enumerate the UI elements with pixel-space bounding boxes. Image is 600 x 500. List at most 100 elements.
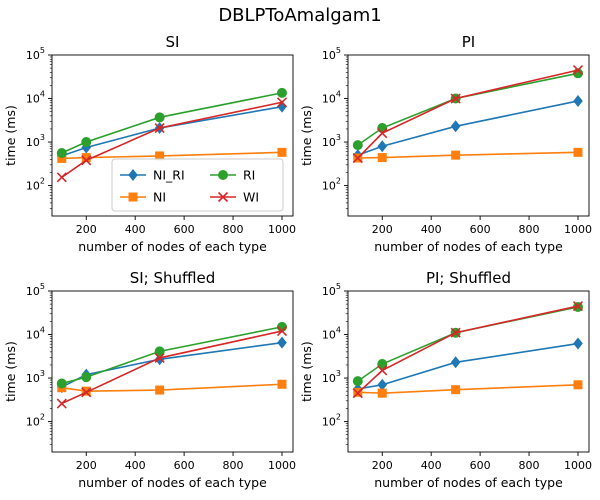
x-tick-label: 400	[421, 223, 442, 236]
data-point	[352, 376, 363, 387]
data-point	[56, 398, 67, 409]
y-axis-label: time (ms)	[3, 341, 18, 402]
series-line	[61, 330, 283, 405]
series-wi	[56, 97, 288, 183]
legend-marker	[217, 191, 229, 203]
legend-frame	[111, 158, 284, 212]
x-tick-label: 1000	[268, 223, 296, 236]
x-tick-label: 400	[421, 459, 442, 472]
data-point	[451, 385, 461, 395]
data-point	[81, 372, 92, 383]
legend-entry-ni: NI	[120, 190, 166, 205]
data-point	[573, 94, 583, 107]
series-line	[61, 92, 283, 154]
legend-marker	[128, 192, 138, 202]
legend-label: NI	[153, 190, 166, 205]
data-point	[377, 378, 388, 391]
series-ni	[353, 147, 583, 163]
data-point	[352, 140, 363, 151]
legend-entry-ni-ri: NI_RI	[120, 168, 185, 183]
subplot-title: PI; Shuffled	[426, 269, 511, 287]
data-point	[352, 152, 363, 164]
x-tick-label: 600	[470, 223, 491, 236]
x-tick-label: 800	[519, 223, 540, 236]
y-axis-label: time (ms)	[299, 105, 314, 166]
x-tick-label: 800	[223, 459, 244, 472]
y-tick-label: 105	[322, 46, 341, 62]
x-tick-label: 800	[519, 459, 540, 472]
data-point	[276, 326, 288, 337]
data-point	[56, 148, 67, 159]
x-tick-label: 800	[223, 223, 244, 236]
data-point	[450, 120, 461, 133]
series-line	[61, 105, 283, 157]
data-point	[450, 327, 461, 338]
data-point	[573, 380, 583, 390]
data-point	[154, 122, 165, 134]
data-point	[56, 378, 67, 389]
series-line	[357, 151, 579, 159]
data-point	[81, 153, 91, 163]
data-point	[57, 153, 67, 163]
subplot-1: SI 200 400 600 800 1000 102 103 104 105 number of …	[3, 33, 296, 254]
data-point	[377, 140, 388, 153]
y-tick-label: 104	[26, 90, 45, 106]
data-point	[573, 337, 583, 350]
y-tick-label: 103	[322, 133, 341, 149]
x-tick-label: 400	[125, 223, 146, 236]
series-ri	[56, 87, 287, 159]
data-point	[81, 137, 92, 148]
data-point	[572, 65, 584, 76]
x-tick-label: 600	[174, 223, 195, 236]
y-axis-label: time (ms)	[3, 105, 18, 166]
subplot-title: SI; Shuffled	[130, 269, 216, 287]
y-tick-label: 102	[322, 413, 341, 429]
y-tick-label: 103	[26, 369, 45, 385]
data-point	[155, 151, 165, 161]
data-point	[573, 147, 583, 157]
legend-label: NI_RI	[153, 168, 185, 183]
y-tick-label: 103	[26, 133, 45, 149]
data-point	[377, 365, 388, 376]
data-point	[377, 153, 387, 163]
data-point	[377, 388, 387, 398]
data-point	[154, 346, 165, 357]
y-tick-label: 102	[26, 413, 45, 429]
series-line	[357, 69, 579, 159]
legend-label: RI	[243, 168, 255, 183]
data-point	[352, 388, 363, 399]
legend-entry-ri: RI	[210, 168, 255, 183]
plot-frame	[51, 54, 294, 217]
x-tick-label: 200	[76, 459, 97, 472]
data-point	[81, 387, 92, 398]
series-wi	[352, 65, 584, 164]
data-point	[56, 172, 67, 183]
x-tick-label: 400	[125, 459, 146, 472]
x-axis-label: number of nodes of each type	[374, 475, 563, 490]
series-line	[61, 326, 283, 385]
data-point	[81, 386, 91, 396]
x-tick-label: 600	[174, 459, 195, 472]
series-line	[61, 383, 283, 392]
y-tick-label: 104	[26, 326, 45, 342]
x-axis-label: number of nodes of each type	[78, 239, 267, 254]
subplot-4: PI; Shuffled 200 400 600 800 1000 102 103 104 105…	[299, 269, 592, 490]
legend: NI_RI NI RI WI	[111, 158, 284, 212]
series-line	[357, 305, 579, 394]
data-point	[81, 155, 92, 166]
legend-marker	[128, 169, 138, 181]
x-tick-label: 1000	[564, 223, 592, 236]
y-tick-label: 104	[322, 326, 341, 342]
series-line	[357, 306, 579, 382]
subplot-title: PI	[462, 33, 475, 51]
series-ni-ri	[56, 336, 287, 394]
series-line	[61, 101, 283, 178]
data-point	[572, 301, 584, 312]
legend-entry-wi: WI	[210, 190, 259, 205]
y-tick-label: 105	[26, 46, 45, 62]
subplot-3: SI; Shuffled 200 400 600 800 1000 102 103 104 105…	[3, 269, 296, 490]
series-line	[357, 100, 579, 156]
x-tick-label: 1000	[268, 459, 296, 472]
data-point	[451, 150, 461, 160]
series-line	[357, 72, 579, 146]
